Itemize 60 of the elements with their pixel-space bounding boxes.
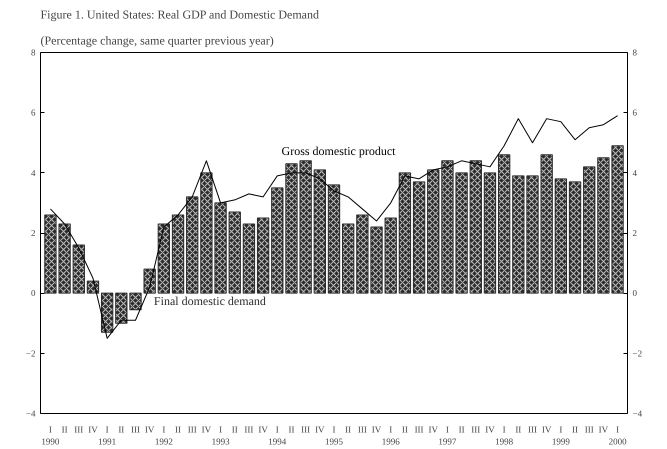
x-tick-label: II <box>572 424 578 434</box>
x-tick-label: III <box>358 424 367 434</box>
x-tick-label: II <box>232 424 238 434</box>
x-tick-label: II <box>175 424 182 434</box>
y2-tick-label: 6 <box>632 108 638 118</box>
x-tick-label: IV <box>598 424 609 434</box>
x-tick-label: IV <box>144 424 155 434</box>
x-tick-label: II <box>288 424 294 434</box>
y2-tick-label: 8 <box>632 48 638 58</box>
x-tick-label: III <box>188 424 197 434</box>
x-tick-label: IV <box>88 424 98 434</box>
y-tick-label: 8 <box>31 48 36 58</box>
x-tick-label: III <box>244 424 254 434</box>
x-tick-label: II <box>62 424 68 434</box>
y2-tick-label: −4 <box>632 408 643 418</box>
x-tick-label: II <box>345 424 352 434</box>
x-tick-label: II <box>118 424 124 434</box>
x-tick-label: IV <box>428 424 438 434</box>
series-label: Gross domestic product <box>282 144 396 158</box>
y2-tick-label: 0 <box>632 288 638 298</box>
y2-tick-label: −2 <box>632 348 642 358</box>
line-series <box>50 115 618 339</box>
series-label: Final domestic demand <box>154 294 266 308</box>
chart-title: Figure 1. United States: Real GDP and Domestic Demand <box>40 8 320 22</box>
y2-tick-label: 2 <box>632 228 637 238</box>
y-tick-label: 2 <box>31 228 36 238</box>
x-tick-label: II <box>458 424 465 434</box>
x-tick-label: IV <box>258 424 268 434</box>
y-tick-label: −4 <box>26 408 36 418</box>
x-tick-label: IV <box>485 424 496 434</box>
x-tick-label: I 1991 <box>98 424 116 446</box>
x-tick-label: I 1990 <box>41 424 60 446</box>
y-tick-label: 6 <box>31 108 36 118</box>
x-tick-label: III <box>584 424 594 434</box>
y-tick-label: 4 <box>31 168 36 178</box>
y-tick-label: −2 <box>26 348 36 358</box>
x-tick-label: I 2000 <box>608 424 628 446</box>
x-tick-label: I 1999 <box>552 424 570 446</box>
x-tick-label: II <box>402 424 408 434</box>
x-tick-label: III <box>414 424 424 434</box>
y2-tick-label: 4 <box>632 168 638 178</box>
x-tick-label: II <box>515 424 522 434</box>
x-tick-label: I 1998 <box>495 424 514 446</box>
x-tick-label: I 1997 <box>438 424 457 446</box>
x-tick-label: III <box>74 424 84 434</box>
x-tick-label: I 1996 <box>382 424 400 446</box>
x-tick-label: IV <box>372 424 382 434</box>
x-tick-label: III <box>131 424 140 434</box>
x-tick-label: IV <box>315 424 326 434</box>
x-tick-label: I 1994 <box>268 424 287 446</box>
x-tick-label: I 1993 <box>212 424 230 446</box>
x-tick-label: IV <box>202 424 212 434</box>
chart-subtitle: (Percentage change, same quarter previous year) <box>40 34 274 48</box>
y-tick-label: 0 <box>31 288 36 298</box>
x-tick-label: I 1992 <box>154 424 173 446</box>
x-tick-label: III <box>301 424 310 434</box>
x-tick-label: IV <box>542 424 552 434</box>
x-tick-label: I 1995 <box>325 424 344 446</box>
x-tick-label: III <box>528 424 538 434</box>
x-tick-label: III <box>471 424 480 434</box>
